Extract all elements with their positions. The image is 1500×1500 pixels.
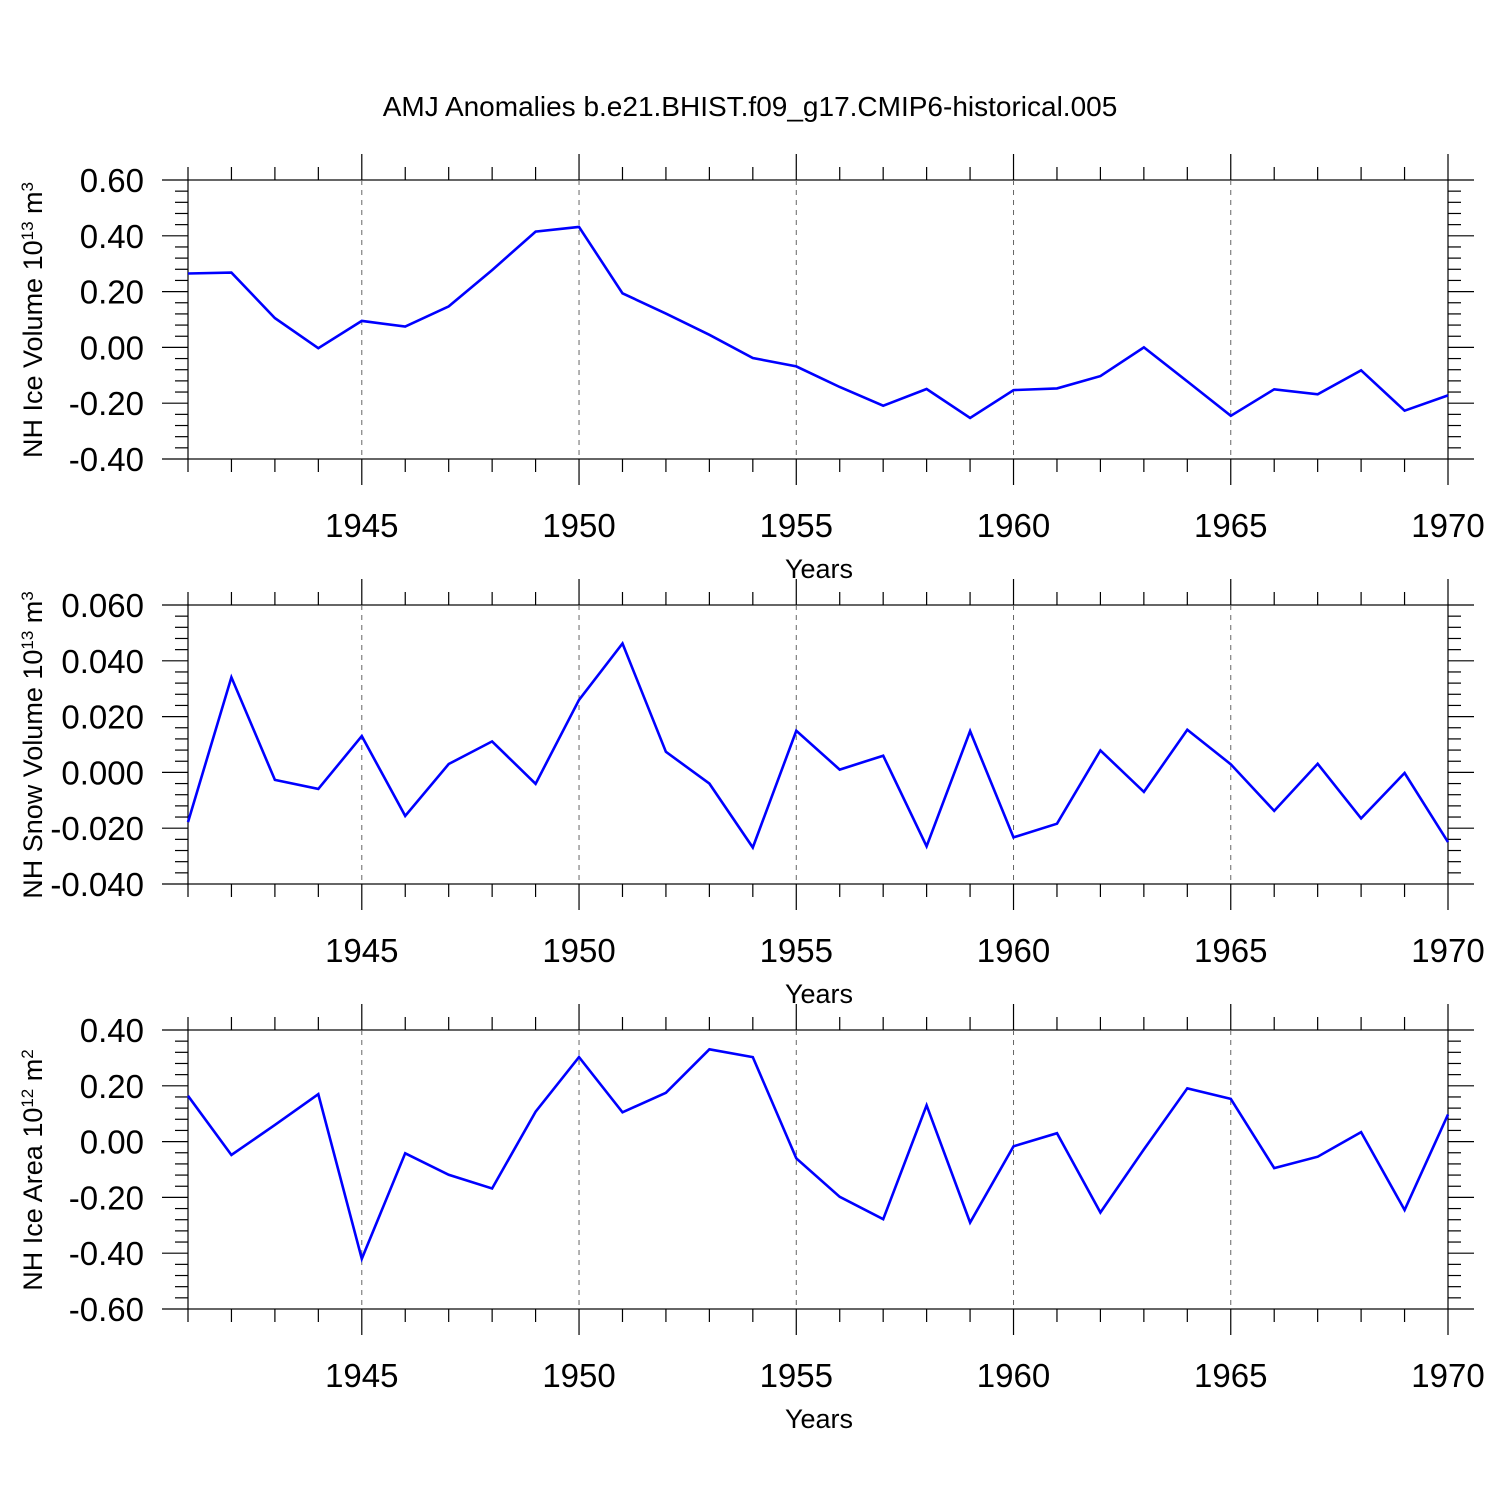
x-tick-label: 1955 <box>760 507 833 544</box>
y-tick-label: -0.40 <box>69 1235 144 1272</box>
x-tick-label: 1945 <box>325 1357 398 1394</box>
y-tick-label: -0.20 <box>69 385 144 422</box>
y-tick-label: 0.00 <box>80 329 144 366</box>
y-axis-label: NH Ice Volume 1013 m3 <box>18 182 49 458</box>
y-tick-label: -0.60 <box>69 1291 144 1328</box>
x-tick-label: 1965 <box>1194 1357 1267 1394</box>
x-tick-label: 1955 <box>760 932 833 969</box>
y-tick-label: 0.20 <box>80 274 144 311</box>
x-tick-label: 1950 <box>542 1357 615 1394</box>
x-tick-label: 1970 <box>1411 932 1484 969</box>
x-tick-label: 1960 <box>977 507 1050 544</box>
plot-frame <box>187 604 1449 885</box>
panel-ice-volume: 0.60 0.40 0.20 0.00 -0.20 -0.40 1945 1950 1955 19… <box>18 154 1485 584</box>
y-tick-label: 0.000 <box>61 754 144 791</box>
y-ticks <box>162 604 1474 885</box>
x-tick-label: 1960 <box>977 932 1050 969</box>
y-ticks <box>162 1029 1474 1310</box>
series-line-ice-volume <box>187 225 1449 420</box>
y-tick-label: 0.040 <box>61 643 144 680</box>
x-ticks <box>187 1004 1449 1335</box>
x-tick-label: 1945 <box>325 932 398 969</box>
y-tick-label: 0.020 <box>61 699 144 736</box>
y-tick-label: 0.060 <box>61 587 144 624</box>
y-ticks <box>162 179 1474 460</box>
x-axis-label: Years <box>785 979 853 1009</box>
y-tick-label: 0.60 <box>80 162 144 199</box>
x-tick-label: 1950 <box>542 932 615 969</box>
x-axis-label: Years <box>785 554 853 584</box>
y-tick-label: -0.20 <box>69 1179 144 1216</box>
plot-frame <box>187 179 1449 460</box>
x-axis-label: Years <box>785 1404 853 1434</box>
panel-ice-area: 0.40 0.20 0.00 -0.20 -0.40 -0.60 1945 1950 1955 1… <box>18 1004 1485 1434</box>
x-ticks <box>187 579 1449 910</box>
x-tick-label: 1945 <box>325 507 398 544</box>
x-tick-label: 1965 <box>1194 932 1267 969</box>
y-tick-label: 0.20 <box>80 1068 144 1105</box>
y-axis-label: NH Snow Volume 1013 m3 <box>18 591 49 899</box>
chart-title: AMJ Anomalies b.e21.BHIST.f09_g17.CMIP6-… <box>383 91 1118 122</box>
y-tick-label: 0.40 <box>80 1012 144 1049</box>
series-line-snow-volume <box>186 640 1450 851</box>
x-tick-label: 1965 <box>1194 507 1267 544</box>
panel-snow-volume: 0.060 0.040 0.020 0.000 -0.020 -0.040 1945 1950… <box>18 579 1485 1009</box>
y-tick-label: 0.00 <box>80 1124 144 1161</box>
panels: 0.60 0.40 0.20 0.00 -0.20 -0.40 1945 1950 1955 19… <box>18 154 1485 1434</box>
y-tick-label: 0.40 <box>80 218 144 255</box>
y-axis-label: NH Ice Area 1012 m2 <box>18 1049 49 1290</box>
x-ticks <box>187 154 1449 485</box>
x-tick-label: 1950 <box>542 507 615 544</box>
plot-frame <box>187 1029 1449 1310</box>
x-tick-label: 1970 <box>1411 507 1484 544</box>
x-tick-label: 1960 <box>977 1357 1050 1394</box>
series-line-ice-area <box>186 1047 1450 1263</box>
y-tick-label: -0.40 <box>69 441 144 478</box>
x-tick-label: 1970 <box>1411 1357 1484 1394</box>
x-tick-label: 1955 <box>760 1357 833 1394</box>
y-tick-label: -0.020 <box>50 810 144 847</box>
y-tick-label: -0.040 <box>50 866 144 903</box>
